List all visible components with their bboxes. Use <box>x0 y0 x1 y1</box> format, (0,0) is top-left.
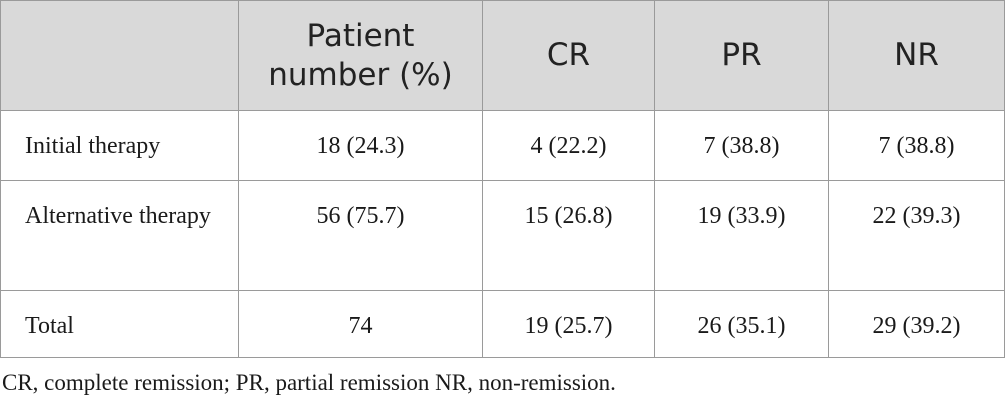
cell-pr: 26 (35.1) <box>654 290 829 358</box>
cell-pr: 7 (38.8) <box>654 110 829 181</box>
table-row: Total 74 19 (25.7) 26 (35.1) 29 (39.2) <box>0 290 1005 358</box>
header-patient-number: Patient number (%) <box>238 0 483 111</box>
row-label: Alternative therapy <box>0 180 239 291</box>
remission-table: Patient number (%) CR PR NR Initial ther… <box>0 0 1005 358</box>
cell-pr: 19 (33.9) <box>654 180 829 291</box>
cell-nr: 22 (39.3) <box>828 180 1005 291</box>
row-label: Initial therapy <box>0 110 239 181</box>
cell-patient-number: 56 (75.7) <box>238 180 483 291</box>
table-row: Alternative therapy 56 (75.7) 15 (26.8) … <box>0 180 1005 291</box>
cell-nr: 29 (39.2) <box>828 290 1005 358</box>
cell-patient-number: 18 (24.3) <box>238 110 483 181</box>
table-row: Initial therapy 18 (24.3) 4 (22.2) 7 (38… <box>0 110 1005 181</box>
cell-cr: 19 (25.7) <box>482 290 655 358</box>
cell-cr: 4 (22.2) <box>482 110 655 181</box>
row-label: Total <box>0 290 239 358</box>
header-row: Patient number (%) CR PR NR <box>0 0 1005 111</box>
cell-patient-number: 74 <box>238 290 483 358</box>
header-pr: PR <box>654 0 829 111</box>
header-cr: CR <box>482 0 655 111</box>
header-nr: NR <box>828 0 1005 111</box>
cell-cr: 15 (26.8) <box>482 180 655 291</box>
remission-table-container: Patient number (%) CR PR NR Initial ther… <box>0 0 1005 358</box>
header-empty <box>0 0 239 111</box>
table-footnote: CR, complete remission; PR, partial remi… <box>2 370 616 395</box>
cell-nr: 7 (38.8) <box>828 110 1005 181</box>
